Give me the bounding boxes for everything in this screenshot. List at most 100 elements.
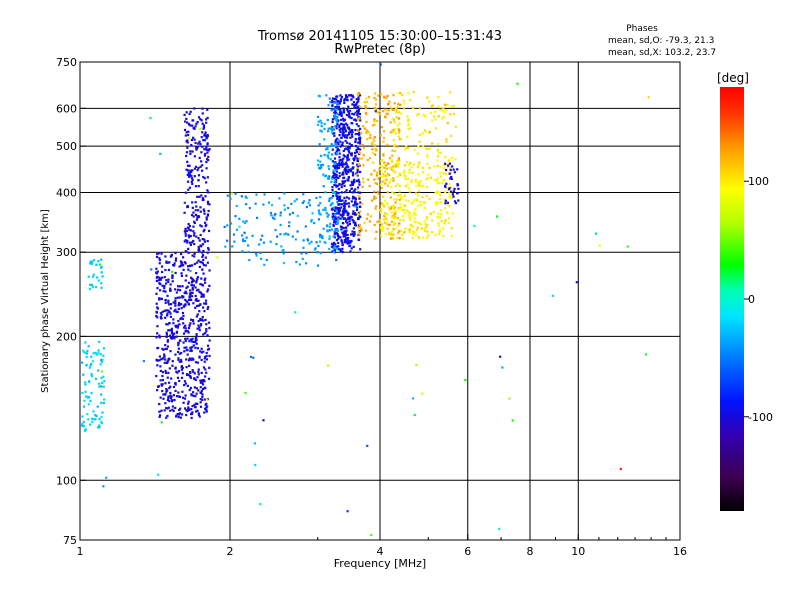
scatter-point: [155, 267, 158, 270]
scatter-point: [194, 294, 197, 298]
scatter-point: [383, 212, 387, 215]
scatter-point: [200, 225, 203, 228]
scatter-point: [426, 96, 429, 99]
scatter-point: [206, 239, 209, 243]
scatter-point: [331, 153, 334, 156]
scatter-point: [90, 262, 94, 265]
scatter-point: [199, 210, 202, 213]
scatter-point: [375, 108, 378, 111]
scatter-point: [332, 223, 335, 227]
scatter-point: [359, 210, 362, 213]
scatter-point: [205, 408, 208, 412]
scatter-point: [339, 213, 342, 216]
scatter-point: [201, 198, 204, 202]
scatter-point: [245, 236, 248, 239]
scatter-point: [196, 276, 200, 279]
scatter-point: [372, 138, 375, 141]
scatter-point: [189, 289, 192, 292]
scatter-point: [450, 196, 453, 200]
scatter-point: [449, 194, 452, 197]
scatter-point: [161, 374, 164, 378]
scatter-point: [200, 347, 203, 350]
scatter-point: [196, 121, 199, 124]
scatter-point: [203, 212, 206, 215]
scatter-point: [334, 125, 337, 128]
scatter-point: [196, 409, 199, 412]
scatter-point: [442, 109, 445, 113]
scatter-point: [197, 288, 200, 291]
scatter-point: [186, 285, 189, 288]
scatter-point: [370, 173, 373, 176]
scatter-point: [353, 231, 356, 234]
scatter-point: [317, 163, 320, 166]
scatter-point: [323, 127, 326, 130]
scatter-point: [333, 248, 336, 251]
colorbar-label: [deg]: [717, 71, 749, 85]
scatter-point: [196, 145, 200, 148]
scatter-point: [335, 116, 338, 119]
scatter-point: [184, 290, 187, 293]
scatter-point: [390, 235, 393, 238]
scatter-point: [87, 418, 90, 421]
scatter-point: [347, 202, 351, 205]
scatter-point: [358, 233, 361, 237]
scatter-point: [331, 194, 335, 198]
scatter-point: [331, 132, 335, 135]
scatter-point: [450, 175, 453, 179]
scatter-point: [195, 335, 198, 338]
scatter-point: [456, 183, 460, 186]
scatter-point: [194, 213, 198, 216]
scatter-point: [330, 180, 333, 183]
scatter-point: [89, 262, 92, 265]
scatter-point: [344, 129, 347, 132]
scatter-point: [187, 298, 191, 301]
scatter-point: [448, 158, 451, 161]
scatter-point: [343, 210, 346, 213]
scatter-point: [335, 247, 339, 251]
scatter-point: [495, 215, 499, 218]
scatter-point: [329, 204, 332, 207]
scatter-point: [307, 201, 310, 204]
scatter-point: [243, 231, 246, 234]
scatter-point: [206, 405, 209, 408]
scatter-point: [388, 181, 391, 184]
scatter-point: [87, 403, 90, 406]
scatter-point: [287, 233, 290, 236]
scatter-point: [402, 99, 406, 102]
scatter-point: [169, 394, 172, 397]
scatter-point: [193, 372, 196, 375]
scatter-point: [202, 379, 205, 383]
scatter-point: [442, 167, 445, 170]
scatter-point: [391, 128, 394, 132]
scatter-point: [383, 199, 386, 203]
scatter-point: [92, 259, 96, 262]
scatter-point: [82, 350, 85, 354]
scatter-point: [336, 137, 339, 141]
scatter-point: [81, 415, 84, 418]
scatter-point: [431, 219, 434, 222]
scatter-point: [408, 228, 412, 231]
scatter-point: [389, 166, 392, 169]
scatter-point: [157, 252, 160, 255]
scatter-point: [387, 231, 391, 234]
scatter-point: [178, 352, 181, 355]
scatter-point: [201, 145, 204, 148]
scatter-point: [334, 97, 337, 101]
scatter-point: [349, 109, 352, 112]
scatter-point: [199, 401, 202, 404]
scatter-point: [393, 121, 396, 124]
scatter-point: [157, 473, 160, 476]
scatter-point: [245, 196, 248, 199]
scatter-point: [341, 231, 344, 234]
scatter-point: [291, 211, 295, 215]
scatter-point: [197, 373, 200, 376]
scatter-point: [348, 131, 351, 134]
scatter-point: [174, 297, 177, 300]
scatter-point: [202, 258, 205, 262]
scatter-point: [197, 259, 200, 262]
scatter-point: [193, 242, 196, 246]
scatter-point: [224, 245, 227, 248]
scatter-point: [340, 239, 343, 242]
scatter-point: [350, 98, 353, 101]
scatter-point: [164, 347, 167, 350]
